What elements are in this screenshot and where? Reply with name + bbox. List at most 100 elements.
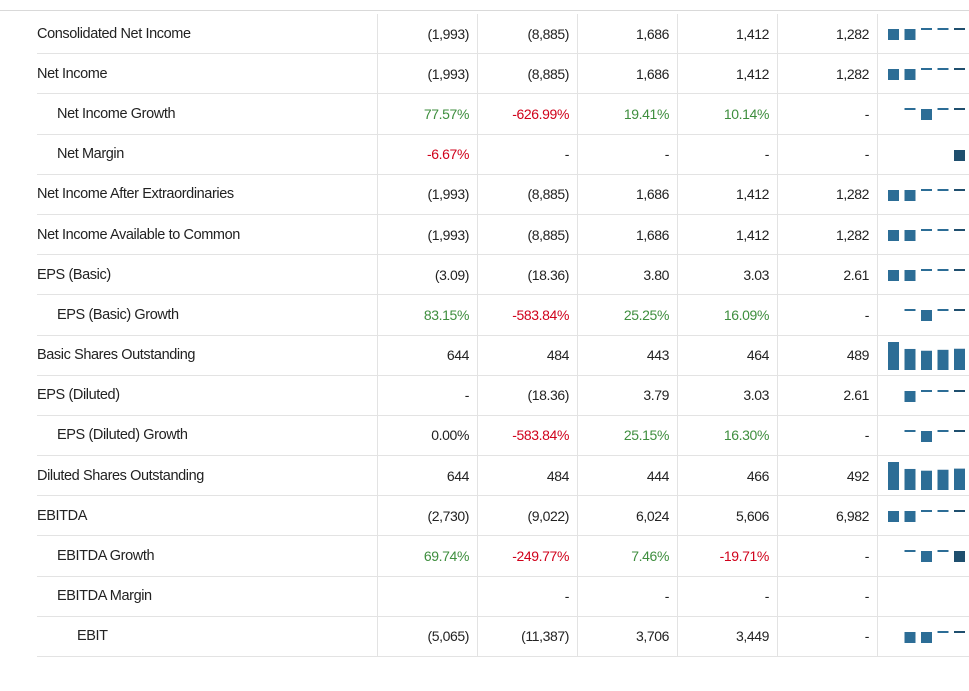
table-row-eps-basic-growth: EPS (Basic) Growth 83.15% -583.84% 25.25% 16… <box>37 295 969 336</box>
value-cell: -583.84% <box>477 415 577 456</box>
spark-bar <box>904 270 916 282</box>
row-label: Basic Shares Outstanding <box>37 347 196 364</box>
value-cell: 5,606 <box>677 496 777 536</box>
value-cell: -583.84% <box>477 295 577 335</box>
value-cell: 1,282 <box>777 54 877 94</box>
sparkline-chart <box>888 188 965 201</box>
spark-bar <box>937 28 949 30</box>
value-cell: -6.67% <box>377 134 477 174</box>
value-cell: - <box>477 576 577 616</box>
spark-bar <box>921 269 932 272</box>
table-row-net-margin: Net Margin -6.67% - - - - <box>37 134 969 175</box>
sparkline-chart <box>954 149 965 161</box>
trend-sparkline[interactable] <box>877 616 969 656</box>
value-cell: - <box>777 134 877 174</box>
spark-bar <box>954 468 965 491</box>
trend-sparkline[interactable] <box>877 174 969 214</box>
trend-sparkline[interactable] <box>877 576 969 616</box>
sparkline-chart <box>888 269 965 282</box>
value-cell: 466 <box>677 456 777 496</box>
spark-bar <box>937 429 949 432</box>
value-cell: 644 <box>377 335 477 375</box>
value-cell: (18.36) <box>477 375 577 415</box>
trend-sparkline[interactable] <box>877 214 969 255</box>
value-cell: (9,022) <box>477 496 577 536</box>
row-label: Net Income <box>37 65 108 82</box>
spark-bar <box>937 469 949 491</box>
value-cell: 2.61 <box>777 255 877 295</box>
table-row-net-income-after-extraordinaries: Net Income After Extraordinaries (1,993)(… <box>37 174 969 215</box>
trend-sparkline[interactable] <box>877 375 969 415</box>
sparkline-chart <box>904 108 965 121</box>
trend-sparkline[interactable] <box>877 14 969 54</box>
value-cell: 19.41% <box>577 94 677 134</box>
value-cell: (3.09) <box>377 255 477 295</box>
value-cell: - <box>377 375 477 415</box>
row-label: EPS (Diluted) Growth <box>57 427 188 444</box>
sparkline-chart <box>888 68 965 81</box>
trend-sparkline[interactable] <box>877 415 969 456</box>
trend-sparkline[interactable] <box>877 536 969 576</box>
spark-bar <box>954 28 965 30</box>
trend-sparkline[interactable] <box>877 94 969 134</box>
table-row-ebit: EBIT (5,065) (11,387) 3,706 3,449- <box>37 616 969 657</box>
value-cell: 464 <box>677 335 777 375</box>
spark-bar <box>888 462 899 491</box>
value-cell: 6,982 <box>777 496 877 536</box>
value-cell: 1,686 <box>577 54 677 94</box>
value-cell: 1,686 <box>577 214 677 255</box>
spark-bar <box>921 109 932 121</box>
spark-bar <box>921 389 932 392</box>
spark-bar <box>888 341 899 370</box>
value-cell: - <box>777 295 877 335</box>
spark-bar <box>937 309 949 312</box>
table-row-ebitda-margin: EBITDA Margin - - - - <box>37 576 969 617</box>
trend-sparkline[interactable] <box>877 335 969 375</box>
trend-sparkline[interactable] <box>877 255 969 295</box>
trend-sparkline[interactable] <box>877 134 969 174</box>
value-cell: 3.80 <box>577 255 677 295</box>
value-cell: (2,730) <box>377 496 477 536</box>
trend-sparkline[interactable] <box>877 456 969 496</box>
value-cell: 6,024 <box>577 496 677 536</box>
trend-sparkline[interactable] <box>877 295 969 335</box>
value-cell: -249.77% <box>477 536 577 576</box>
trend-sparkline[interactable] <box>877 496 969 536</box>
spark-bar <box>921 631 932 643</box>
value-cell <box>377 576 477 616</box>
row-label: EBIT <box>77 628 108 645</box>
sparkline-chart <box>888 28 965 40</box>
spark-bar <box>937 68 949 71</box>
trend-sparkline[interactable] <box>877 54 969 94</box>
value-cell: - <box>477 134 577 174</box>
spark-bar <box>921 310 932 322</box>
table-row-ebitda-growth: EBITDA Growth 69.74% -249.77% 7.46% -19.71% - <box>37 536 969 577</box>
value-cell: 1,282 <box>777 214 877 255</box>
table-row-net-income-growth: Net Income Growth 77.57% -626.99% 19.41% 10.… <box>37 94 969 135</box>
sparkline-chart <box>904 429 965 442</box>
spark-bar <box>904 469 916 491</box>
spark-bar <box>954 149 965 161</box>
spark-bar <box>954 269 965 272</box>
spark-bar <box>904 550 916 553</box>
spark-bar <box>888 189 899 201</box>
table-row-consolidated-net-income: Consolidated Net Income (1,993) (8,885) 1,6… <box>37 14 969 55</box>
spark-bar <box>921 551 932 563</box>
value-cell: - <box>777 94 877 134</box>
value-cell: - <box>577 134 677 174</box>
value-cell: 10.14% <box>677 94 777 134</box>
value-cell: 444 <box>577 456 677 496</box>
sparkline-chart <box>904 630 965 643</box>
row-label: Net Income Available to Common <box>37 226 240 243</box>
value-cell: 69.74% <box>377 536 477 576</box>
income-statement-table: Consolidated Net Income (1,993) (8,885) 1,6… <box>37 14 969 657</box>
row-label: EPS (Basic) Growth <box>57 306 179 323</box>
table-row-basic-shares-outstanding: Basic Shares Outstanding 644 484 443 464 489 <box>37 335 969 376</box>
spark-bar <box>937 389 949 392</box>
value-cell: 1,412 <box>677 14 777 54</box>
spark-bar <box>937 188 949 191</box>
value-cell: 1,686 <box>577 174 677 214</box>
table-row-diluted-shares-outstanding: Diluted Shares Outstanding 644 484 444 466 49… <box>37 456 969 497</box>
value-cell: (8,885) <box>477 214 577 255</box>
value-cell: 1,282 <box>777 14 877 54</box>
